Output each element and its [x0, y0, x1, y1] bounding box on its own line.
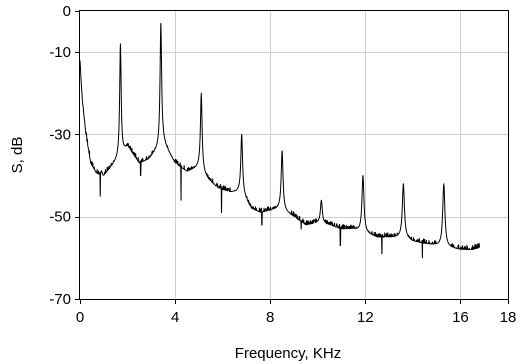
x-tick-label: 4 [171, 309, 179, 326]
x-tick-label: 0 [76, 309, 84, 326]
y-tick-label: 0 [63, 3, 71, 20]
tick-marks [75, 11, 509, 304]
x-tick-label: 18 [500, 309, 517, 326]
x-tick-label: 16 [452, 309, 469, 326]
grid [80, 11, 508, 299]
x-axis-label: Frequency, KHz [235, 345, 341, 362]
y-axis-label: S, dB [9, 137, 26, 174]
y-tick-label: -50 [49, 209, 71, 226]
y-tick-label: -10 [49, 44, 71, 61]
x-tick-label: 8 [266, 309, 274, 326]
y-tick-label: -70 [49, 291, 71, 308]
y-tick-label: -30 [49, 126, 71, 143]
x-tick-labels: 0 4 8 12 16 18 [76, 309, 517, 326]
plot-frame [79, 10, 509, 300]
series-line-spectrum [79, 22, 480, 259]
x-tick-label: 12 [357, 309, 374, 326]
y-tick-labels: 0 -10 -30 -50 -70 [49, 3, 71, 308]
